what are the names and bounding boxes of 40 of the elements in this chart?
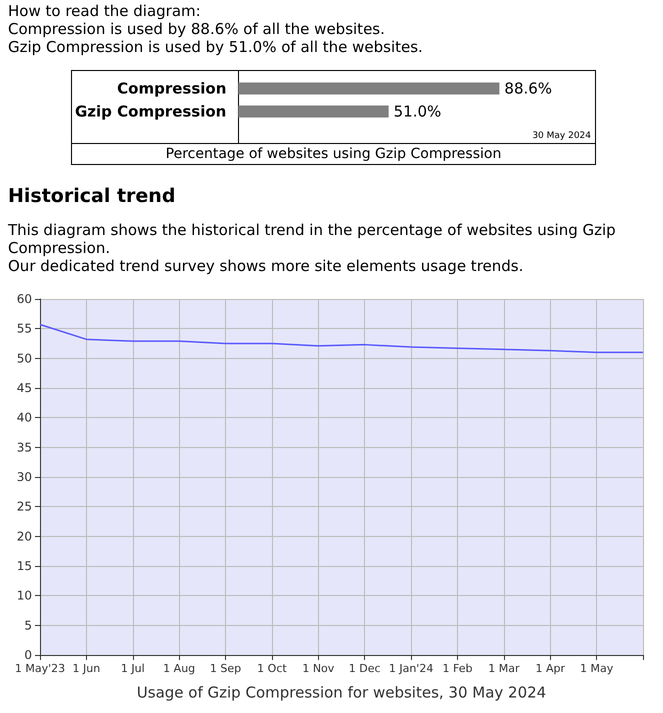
y-tick-label: 5 (24, 618, 32, 632)
x-tick-label: 1 Apr (535, 662, 566, 675)
y-tick-label: 50 (16, 351, 32, 366)
line-series (39, 324, 644, 354)
x-tick-label: 1 Oct (257, 662, 288, 675)
x-tick-label: 1 Mar (488, 662, 520, 675)
y-tick-label: 20 (16, 529, 32, 544)
x-axis-title: Usage of Gzip Compression for websites, 30 May 2024 (136, 684, 546, 702)
x-tick-label: 1 Nov (302, 662, 335, 675)
y-tick-label: Gzip Compression (74, 102, 226, 120)
text: Gzip Compression is used by 51.0% of all the websites. (8, 38, 424, 56)
y-tick-label: 40 (16, 410, 32, 425)
x-axis-title: Percentage of websites using Gzip Compression (164, 145, 502, 164)
x-tick-label: 1 Jul (120, 662, 145, 675)
y-tick-label: 45 (16, 381, 32, 395)
text: Our dedicated trend survey shows more site elements usage trends. (8, 257, 524, 275)
x-tick-label: 1 Aug (163, 662, 196, 675)
chart-subtitle: This diagram shows the historical trend in the percentage of websites using Gzip Compression. (8, 221, 617, 257)
x-tick-label: 1 Sep (210, 662, 242, 675)
y-tick-label: 0 (24, 648, 32, 662)
chart-title: Historical trend (8, 185, 176, 207)
x-tick-label: 1 Feb (442, 662, 472, 675)
data-label: 51.0% (394, 102, 442, 120)
text: 30 May 2024 (532, 131, 591, 141)
y-tick-label: 25 (16, 500, 32, 514)
y-tick-label: 60 (16, 292, 32, 306)
y-tick-label: 35 (16, 440, 32, 454)
text: How to read the diagram: (8, 2, 202, 20)
text: Compression is used by 88.6% of all the websites. (8, 20, 386, 38)
x-tick-label: 1 Dec (348, 662, 381, 675)
y-tick-label: 55 (16, 322, 32, 336)
y-tick-label: 10 (16, 588, 32, 603)
x-tick-label: 1 Jan'24 (388, 662, 434, 675)
x-tick-label: 1 May (580, 662, 614, 675)
y-tick-label: 15 (16, 559, 32, 573)
y-tick-label: 30 (16, 470, 32, 484)
y-tick-label: Compression (117, 80, 226, 98)
x-tick-label: 1 Jun (72, 662, 100, 675)
data-label: 88.6% (504, 80, 552, 98)
x-tick-label: 1 May'23 (14, 662, 66, 675)
